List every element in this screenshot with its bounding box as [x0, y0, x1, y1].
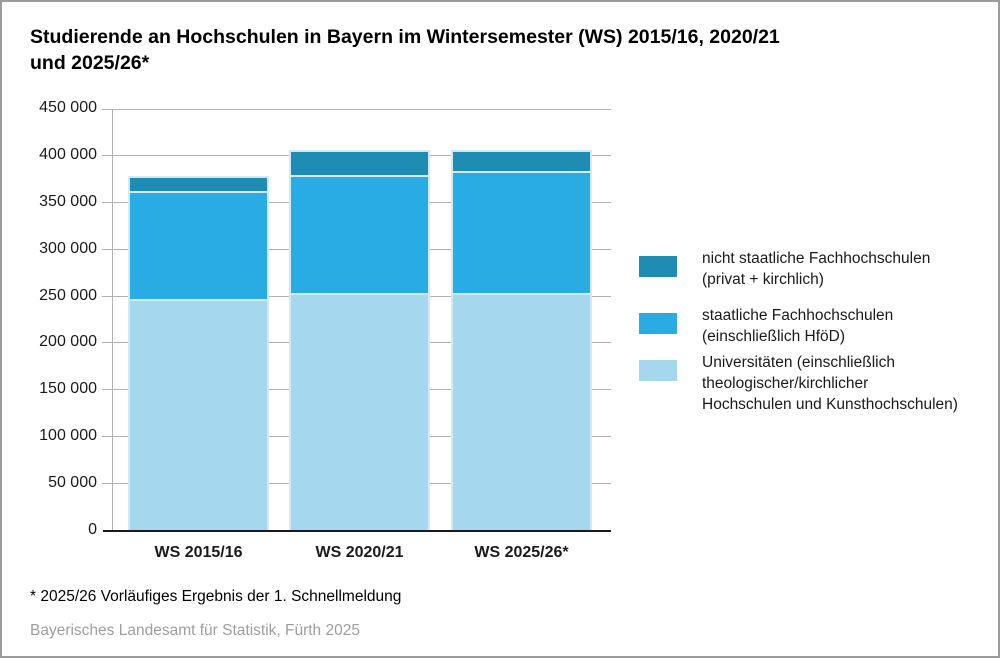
legend-swatch [639, 313, 677, 334]
legend-label-line: nicht staatliche Fachhochschulen [702, 250, 931, 267]
bar-segment [289, 174, 430, 293]
y-axis-tick [102, 249, 113, 250]
y-axis-tick [102, 109, 113, 110]
y-axis-label: 0 [88, 521, 97, 538]
y-axis-tick [102, 155, 113, 156]
legend-label: Universitäten (einschließlich theologisch… [702, 352, 992, 415]
chart-title-line-1: Studierende an Hochschulen in Bayern im … [30, 26, 780, 48]
y-axis-tick [102, 296, 113, 297]
y-axis-tick [102, 483, 113, 484]
gridline [113, 109, 611, 110]
y-axis-label: 250 000 [39, 286, 97, 304]
legend-label-line: theologischer/kirchlicher [702, 375, 869, 392]
chart-title: Studierende an Hochschulen in Bayern im … [30, 24, 780, 76]
y-axis-label: 100 000 [39, 427, 97, 445]
bar-segment [128, 299, 269, 530]
y-axis-tick [102, 436, 113, 437]
x-axis-label: WS 2025/26* [474, 544, 569, 561]
stacked-bar-ws-2020-21 [289, 150, 430, 530]
legend-label-line: (privat + kirchlich) [702, 271, 824, 288]
bar-segment [451, 170, 592, 293]
bar-segment [451, 150, 592, 171]
y-axis-label: 450 000 [39, 99, 97, 116]
bar-segment [451, 292, 592, 530]
chart-title-line-2: und 2025/26* [30, 52, 150, 74]
plot-area: 0 50 000 100 000 150 000 200 000 250 000 300 0… [39, 99, 611, 561]
y-axis-tick [102, 202, 113, 203]
y-axis-label: 400 000 [39, 145, 97, 163]
legend-label-line: Hochschulen und Kunsthochschulen) [702, 396, 958, 413]
legend-swatch [639, 360, 677, 381]
legend-label: staatliche Fachhochschulen (einschließlic… [702, 305, 992, 347]
bar-segment [289, 150, 430, 175]
bar-segment [128, 190, 269, 300]
y-axis-label: 50 000 [48, 474, 97, 492]
x-axis-label: WS 2015/16 [154, 544, 243, 561]
source-credit: Bayerisches Landesamt für Statistik, Für… [30, 622, 360, 639]
x-axis-line [103, 530, 611, 532]
y-axis-tick [102, 342, 113, 343]
y-axis-label: 200 000 [39, 333, 97, 351]
x-axis-label: WS 2020/21 [315, 544, 404, 561]
footnote: * 2025/26 Vorläufiges Ergebnis der 1. Sc… [30, 588, 402, 605]
y-axis-label: 150 000 [39, 380, 97, 398]
legend-label-line: Universitäten (einschließlich [702, 354, 895, 371]
y-axis-label: 350 000 [39, 192, 97, 210]
legend-swatch [639, 256, 677, 277]
y-axis-label: 300 000 [39, 239, 97, 257]
legend-label-line: (einschließlich HföD) [702, 328, 845, 345]
bar-segment [128, 176, 269, 191]
stacked-bar-ws-2025-26- [451, 150, 592, 530]
legend-label: nicht staatliche Fachhochschulen (privat … [702, 248, 992, 290]
legend-label-line: staatliche Fachhochschulen [702, 307, 894, 324]
y-axis-tick [102, 389, 113, 390]
bar-segment [289, 292, 430, 530]
stacked-bar-ws-2015-16 [128, 176, 269, 530]
